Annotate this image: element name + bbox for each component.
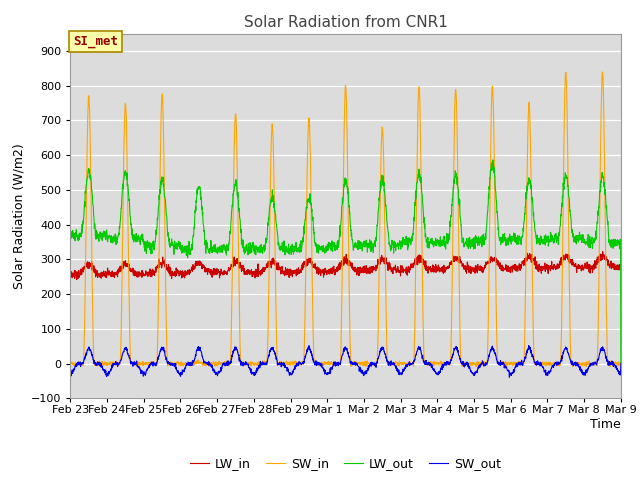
LW_out [506, 231, 513, 237]
SW_out [362, 371, 369, 376]
SW_in [506, 360, 513, 366]
SW_out [617, 361, 625, 367]
LW_in [73, 276, 81, 282]
SW_in [568, 360, 576, 365]
SW_in [133, 363, 141, 369]
LW_in [506, 269, 513, 275]
Title: Solar Radiation from CNR1: Solar Radiation from CNR1 [244, 15, 447, 30]
SW_out [525, 343, 532, 348]
LW_out [374, 223, 381, 228]
LW_out [489, 157, 497, 163]
SW_in [67, 360, 74, 366]
LW_in [584, 265, 591, 271]
LW_out [67, 233, 74, 239]
Line: LW_out: LW_out [70, 160, 621, 364]
LW_in [220, 268, 228, 274]
LW_out [362, 243, 369, 249]
SW_in [617, 361, 625, 367]
SW_out [584, 367, 592, 372]
LW_in [362, 270, 369, 276]
LW_in [67, 271, 74, 277]
Text: SI_met: SI_met [73, 35, 118, 48]
SW_in [362, 360, 369, 365]
SW_out [220, 361, 228, 367]
Line: SW_out: SW_out [70, 346, 621, 377]
SW_out [67, 372, 74, 377]
SW_in [598, 69, 606, 75]
SW_out [569, 361, 577, 367]
LW_out [584, 242, 591, 248]
SW_out [506, 369, 513, 375]
LW_in [599, 249, 607, 254]
SW_in [374, 348, 381, 354]
LW_out [568, 227, 576, 232]
SW_in [584, 361, 591, 367]
SW_in [220, 360, 228, 365]
SW_out [374, 359, 381, 364]
LW_in [568, 262, 576, 268]
Line: SW_in: SW_in [70, 72, 621, 366]
X-axis label: Time: Time [590, 418, 621, 431]
LW_in [374, 263, 381, 268]
SW_out [506, 374, 513, 380]
Legend: LW_in, SW_in, LW_out, SW_out: LW_in, SW_in, LW_out, SW_out [185, 452, 506, 475]
Y-axis label: Solar Radiation (W/m2): Solar Radiation (W/m2) [12, 143, 26, 289]
LW_in [617, 263, 625, 269]
Line: LW_in: LW_in [70, 252, 621, 279]
LW_out [617, 361, 625, 367]
LW_out [220, 245, 228, 251]
